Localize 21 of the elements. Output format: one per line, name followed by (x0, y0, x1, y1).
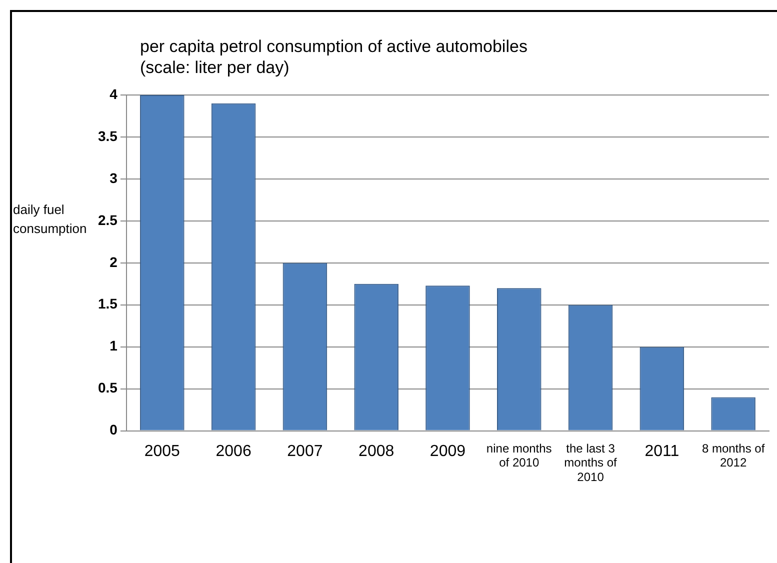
x-tick-label: 2008 (358, 442, 394, 460)
y-tick-label: 3.5 (98, 128, 118, 144)
x-tick-label: 2011 (644, 442, 680, 460)
x-tick-label: the last 3 months of 2010 (564, 441, 618, 484)
y-tick-label: 1.5 (98, 296, 118, 312)
y-axis-title: daily fuel consumption (13, 201, 87, 238)
x-tick-label: 2006 (216, 442, 252, 460)
x-tick-label: 2009 (430, 442, 466, 460)
chart-title: per capita petrol consumption of active automobiles (140, 36, 528, 57)
x-tick-label: 2005 (144, 442, 180, 460)
y-tick-label: 4 (110, 86, 118, 102)
y-tick-label: 0 (110, 422, 118, 438)
x-tick-label: 8 months of 2012 (702, 441, 766, 470)
y-tick-label: 3 (110, 170, 118, 186)
y-tick-label: 0.5 (98, 380, 118, 396)
y-tick-label: 2.5 (98, 212, 118, 228)
y-tick-label: 2 (110, 254, 118, 270)
x-tick-label: nine months of 2010 (486, 441, 552, 470)
x-tick-label: 2007 (287, 442, 323, 460)
y-tick-label: 1 (110, 338, 118, 354)
chart-subtitle: (scale: liter per day) (140, 57, 290, 78)
